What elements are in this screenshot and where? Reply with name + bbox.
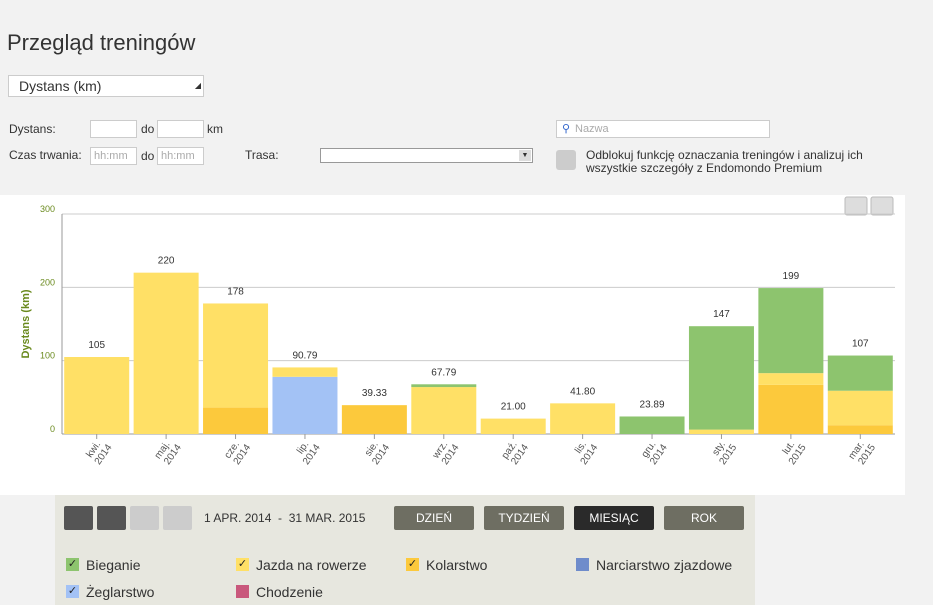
- metric: Dystans (km): [19, 78, 102, 94]
- bar-segment: [827, 425, 893, 434]
- bar-segment: [411, 387, 477, 434]
- range-button[interactable]: MIESIĄC: [574, 506, 654, 530]
- print-button[interactable]: [844, 196, 868, 216]
- bar-segment: [550, 403, 616, 434]
- bar-segment: [272, 376, 338, 434]
- nav-prev[interactable]: [97, 506, 126, 530]
- download-button[interactable]: [870, 196, 894, 216]
- legend-label: Jazda na rowerze: [256, 557, 367, 573]
- legend-label: Chodzenie: [256, 584, 323, 600]
- legend-checkbox[interactable]: ✓: [66, 558, 79, 571]
- total-label: 105: [88, 340, 105, 351]
- total-label: 199: [783, 271, 800, 282]
- range-button[interactable]: TYDZIEŃ: [484, 506, 564, 530]
- unit: km: [207, 122, 223, 136]
- legend-checkbox[interactable]: [236, 585, 249, 598]
- nav-next[interactable]: [130, 506, 159, 530]
- date-range: 1 APR. 2014 - 31 MAR. 2015: [204, 511, 366, 525]
- legend-label: Żeglarstwo: [86, 584, 155, 600]
- nav-first[interactable]: [64, 506, 93, 530]
- legend-checkbox[interactable]: ✓: [406, 558, 419, 571]
- legend-checkbox[interactable]: ✓: [236, 558, 249, 571]
- range-button[interactable]: ROK: [664, 506, 744, 530]
- bar-segment: [203, 407, 269, 434]
- bar-segment: [619, 416, 685, 434]
- bar-segment: [411, 384, 477, 388]
- bar-segment: [688, 326, 754, 430]
- total-label: 178: [227, 286, 244, 297]
- to-label: do: [141, 122, 155, 136]
- duration-from[interactable]: hh:mm: [90, 147, 137, 165]
- route-label: Trasa:: [245, 148, 279, 162]
- bar-segment: [341, 405, 407, 434]
- y-tick-label: 300: [40, 204, 55, 214]
- route-select[interactable]: ▼: [320, 148, 533, 163]
- search[interactable]: ⚲ Nazwa: [556, 120, 770, 138]
- total-label: 90.79: [292, 350, 317, 361]
- bar-segment: [688, 429, 754, 434]
- y-axis-title: Dystans (km): [20, 289, 32, 358]
- page-title: Przegląd treningów: [7, 30, 196, 55]
- total-label: 39.33: [362, 388, 387, 399]
- chart: Dystans (km) 0100200300105kwi.2014220maj…: [0, 195, 905, 495]
- nav-last[interactable]: [163, 506, 192, 530]
- total-label: 21.00: [501, 402, 526, 413]
- legend-label: Bieganie: [86, 557, 141, 573]
- distance-label: Dystans:: [9, 122, 56, 136]
- y-tick-label: 0: [50, 424, 55, 434]
- range-button[interactable]: DZIEŃ: [394, 506, 474, 530]
- bar-segment: [480, 418, 546, 434]
- to-label: do: [141, 149, 155, 163]
- total-label: 147: [713, 309, 730, 320]
- legend-label: Kolarstwo: [426, 557, 488, 573]
- bar-segment: [758, 373, 824, 385]
- total-label: 220: [158, 256, 175, 267]
- bar-segment: [133, 272, 199, 434]
- bar-segment: [203, 303, 269, 408]
- distance-to[interactable]: [157, 120, 204, 138]
- promo-text: Odblokuj funkcję oznaczania treningów i …: [586, 148, 863, 175]
- y-tick-label: 100: [40, 351, 55, 361]
- bar-segment: [827, 355, 893, 391]
- bar-segment: [827, 390, 893, 426]
- legend-label: Narciarstwo zjazdowe: [596, 557, 733, 573]
- duration-to[interactable]: hh:mm: [157, 147, 204, 165]
- search-placeholder: Nazwa: [575, 123, 609, 135]
- total-label: 23.89: [640, 399, 665, 410]
- bar-segment: [758, 288, 824, 374]
- distance-from[interactable]: [90, 120, 137, 138]
- bar-segment: [272, 367, 338, 377]
- legend-checkbox[interactable]: ✓: [66, 585, 79, 598]
- bar-segment: [64, 357, 130, 434]
- total-label: 67.79: [431, 367, 456, 378]
- promo-icon: [556, 150, 576, 170]
- total-label: 107: [852, 339, 869, 350]
- metric-select[interactable]: Dystans (km) ◢: [8, 75, 204, 97]
- total-label: 41.80: [570, 386, 595, 397]
- legend-checkbox[interactable]: [576, 558, 589, 571]
- duration-label: Czas trwania:: [9, 148, 82, 162]
- y-tick-label: 200: [40, 277, 55, 287]
- bar-segment: [758, 384, 824, 434]
